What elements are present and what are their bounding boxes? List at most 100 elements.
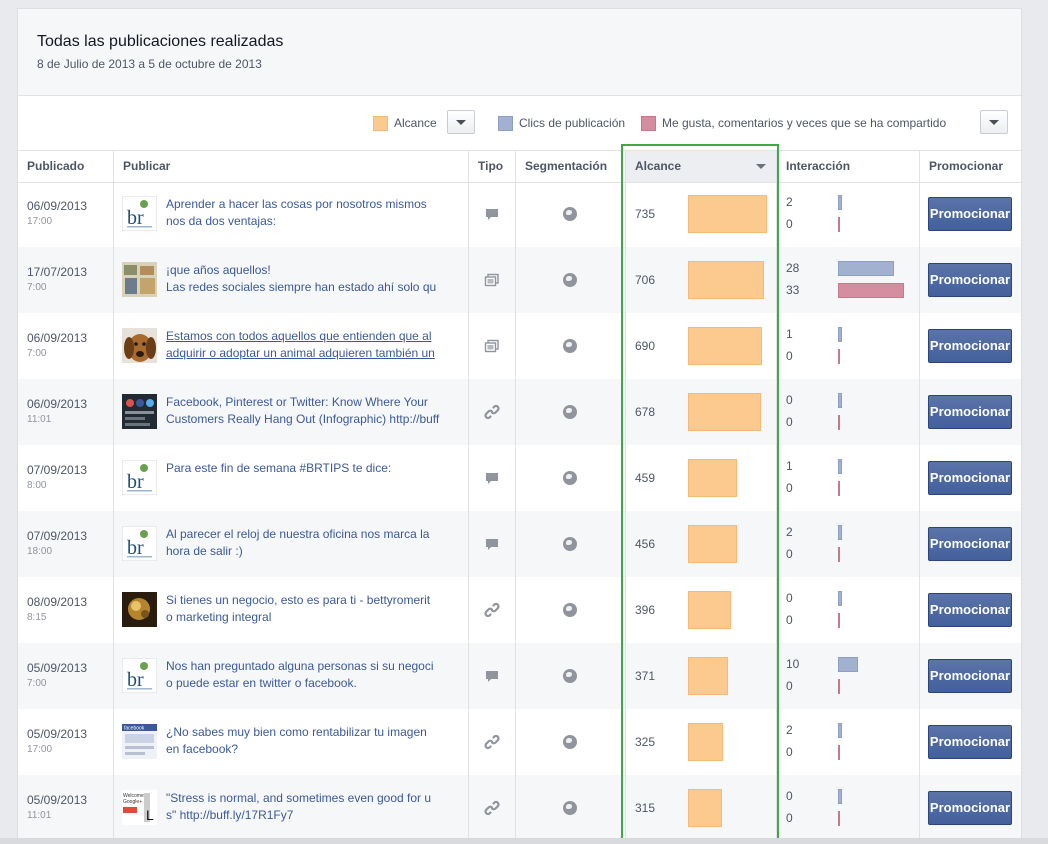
reach-bar xyxy=(688,525,737,563)
reach-value: 678 xyxy=(635,405,656,419)
post-text-link[interactable]: ¡que años aquellos! Las redes sociales s… xyxy=(166,263,437,294)
globe-icon xyxy=(563,339,577,353)
likes-value: 0 xyxy=(786,481,793,495)
post-text-link[interactable]: Facebook, Pinterest or Twitter: Know Whe… xyxy=(166,395,440,426)
col-alcance[interactable]: Alcance xyxy=(625,151,776,182)
col-segmentacion[interactable]: Segmentación xyxy=(515,151,625,182)
status-icon xyxy=(484,668,500,684)
photo-icon xyxy=(484,272,500,288)
post-text-link[interactable]: Estamos con todos aquellos que entienden… xyxy=(166,329,435,360)
post-time: 7:00 xyxy=(27,678,47,689)
clicks-bar xyxy=(838,789,842,804)
clicks-bar xyxy=(838,657,858,672)
promote-button[interactable]: Promocionar xyxy=(928,791,1012,825)
clics-swatch xyxy=(498,115,513,131)
post-text-link[interactable]: "Stress is normal, and sometimes even go… xyxy=(166,791,432,822)
table-row: 05/09/2013 17:00 facebook ¿No sabes muy bie… xyxy=(18,709,1021,775)
post-date: 05/09/2013 xyxy=(27,793,88,807)
col-tipo[interactable]: Tipo xyxy=(468,151,515,182)
horizontal-scrollbar[interactable] xyxy=(0,838,1048,844)
reach-value: 735 xyxy=(635,207,656,221)
sort-desc-icon xyxy=(756,164,766,169)
likes-bar xyxy=(838,283,904,298)
post-text-link[interactable]: Si tienes un negocio, esto es para ti - … xyxy=(166,593,431,624)
likes-value: 0 xyxy=(786,217,793,231)
legend-alcance: Alcance xyxy=(373,109,437,137)
post-text-link[interactable]: ¿No sabes muy bien como rentabilizar tu … xyxy=(166,725,427,756)
post-date: 07/09/2013 xyxy=(27,529,88,543)
globe-icon xyxy=(563,669,577,683)
reach-value: 459 xyxy=(635,471,656,485)
promote-button[interactable]: Promocionar xyxy=(928,329,1012,363)
post-thumbnail[interactable]: facebook xyxy=(122,724,157,759)
post-thumbnail[interactable] xyxy=(122,262,157,297)
status-icon xyxy=(484,470,500,486)
post-date: 05/09/2013 xyxy=(27,727,88,741)
post-thumbnail[interactable] xyxy=(122,394,157,429)
col-publicado[interactable]: Publicado xyxy=(27,159,85,173)
likes-bar xyxy=(838,349,840,364)
post-text-link[interactable]: Nos han preguntado alguna personas si su… xyxy=(166,659,434,690)
photo-icon xyxy=(484,338,500,354)
post-text-link[interactable]: Al parecer el reloj de nuestra oficina n… xyxy=(166,527,430,558)
promote-button[interactable]: Promocionar xyxy=(928,725,1012,759)
reach-value: 706 xyxy=(635,273,656,287)
post-time: 11:01 xyxy=(27,810,52,821)
svg-text:br: br xyxy=(127,669,144,691)
table-row: 06/09/2013 7:00 Estamos con todos aquellos… xyxy=(18,313,1021,379)
clicks-value: 2 xyxy=(786,525,793,539)
promote-button[interactable]: Promocionar xyxy=(928,197,1012,231)
post-time: 17:00 xyxy=(27,216,53,227)
me-gusta-swatch xyxy=(641,115,656,131)
post-thumbnail[interactable]: Welcome Google+ L xyxy=(122,790,157,825)
clicks-bar xyxy=(838,327,842,342)
promote-button[interactable]: Promocionar xyxy=(928,659,1012,693)
svg-text:br: br xyxy=(127,537,144,559)
likes-bar xyxy=(838,679,840,694)
post-thumbnail[interactable] xyxy=(122,328,157,363)
promote-button[interactable]: Promocionar xyxy=(928,593,1012,627)
legend-row: Alcance Clics de publicación Me gusta, c… xyxy=(18,109,1021,137)
likes-bar xyxy=(838,811,840,826)
post-time: 18:00 xyxy=(27,546,53,557)
clicks-value: 0 xyxy=(786,393,793,407)
promote-button[interactable]: Promocionar xyxy=(928,527,1012,561)
col-promocionar[interactable]: Promocionar xyxy=(919,151,1021,182)
likes-value: 0 xyxy=(786,613,793,627)
post-thumbnail[interactable]: br xyxy=(122,658,157,693)
post-text-link[interactable]: Para este fin de semana #BRTIPS te dice: xyxy=(166,461,392,475)
reach-bar xyxy=(688,327,762,365)
svg-text:L: L xyxy=(146,807,154,823)
post-time: 8:00 xyxy=(27,480,47,491)
post-thumbnail[interactable]: br xyxy=(122,526,157,561)
reach-value: 456 xyxy=(635,537,656,551)
col-publicar[interactable]: Publicar xyxy=(113,151,468,182)
table-row: 06/09/2013 17:00 br Aprender a hacer las co… xyxy=(18,181,1021,247)
promote-button[interactable]: Promocionar xyxy=(928,263,1012,297)
globe-icon xyxy=(563,273,577,287)
post-thumbnail[interactable]: br xyxy=(122,460,157,495)
clicks-value: 2 xyxy=(786,195,793,209)
col-interaccion[interactable]: Interacción xyxy=(776,151,919,182)
post-text-link[interactable]: Aprender a hacer las cosas por nosotros … xyxy=(166,197,427,228)
likes-bar xyxy=(838,547,840,562)
legend-alcance-label: Alcance xyxy=(394,116,437,130)
promote-button[interactable]: Promocionar xyxy=(928,395,1012,429)
globe-icon xyxy=(563,801,577,815)
promote-button[interactable]: Promocionar xyxy=(928,461,1012,495)
post-time: 7:00 xyxy=(27,348,47,359)
post-thumbnail[interactable]: br xyxy=(122,196,157,231)
clicks-value: 0 xyxy=(786,591,793,605)
table-row: 06/09/2013 11:01 Facebook, Pinterest or Tw… xyxy=(18,379,1021,445)
svg-text:facebook: facebook xyxy=(124,726,145,732)
post-date: 06/09/2013 xyxy=(27,331,88,345)
reach-bar xyxy=(688,723,723,761)
post-thumbnail[interactable] xyxy=(122,592,157,627)
legend-me-gusta-label: Me gusta, comentarios y veces que se ha … xyxy=(662,116,947,130)
likes-value: 33 xyxy=(786,283,800,297)
interaction-dropdown-button[interactable] xyxy=(980,110,1008,134)
link-icon xyxy=(484,800,500,816)
alcance-dropdown-button[interactable] xyxy=(447,110,475,134)
clicks-value: 28 xyxy=(786,261,800,275)
legend-clics: Clics de publicación xyxy=(498,109,625,137)
